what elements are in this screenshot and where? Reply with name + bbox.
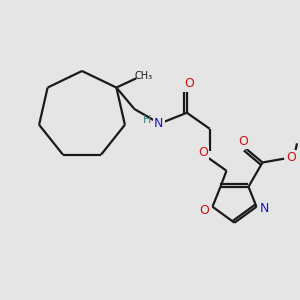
Text: O: O [200,204,209,217]
Text: O: O [286,151,296,164]
Text: O: O [184,77,194,90]
Text: N: N [154,116,163,130]
Text: O: O [198,146,208,159]
Text: H: H [142,115,151,125]
Text: CH₃: CH₃ [134,71,152,81]
Text: O: O [239,135,249,148]
Text: N: N [260,202,269,215]
